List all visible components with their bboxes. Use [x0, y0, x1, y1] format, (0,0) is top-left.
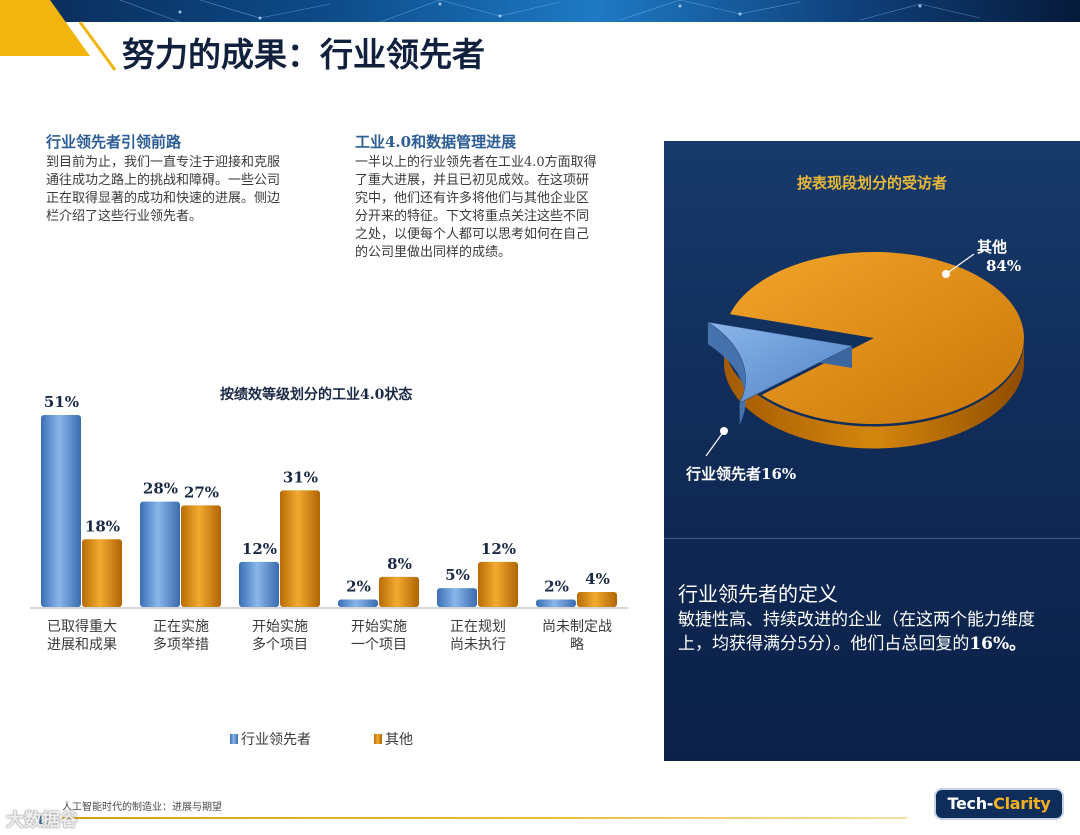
text-line: 了重大进展，并且已初见成效。在这项研	[355, 173, 590, 188]
data-label: 2%	[346, 577, 371, 595]
leader-line-other	[945, 253, 975, 275]
bar-other-1	[181, 505, 221, 607]
pie-label-other: 其他	[977, 238, 1008, 256]
category-label: 开始实施	[252, 619, 308, 635]
footer-report-title: 人工智能时代的制造业：进展与期望	[62, 802, 222, 813]
tech-clarity-logo: Tech-Clarity	[934, 788, 1064, 820]
data-label: 51%	[44, 393, 79, 411]
text-line: 一半以上的行业领先者在工业4.0方面取得	[355, 155, 597, 170]
pie-label-leaders: 行业领先者16%	[686, 465, 797, 483]
category-label: 多项举措	[153, 636, 209, 653]
bar-other-0	[82, 539, 122, 607]
watermark: 大数据谷	[6, 810, 78, 831]
section-body-leaders: 到目前为止，我们一直专注于迎接和克服 通往成功之路上的挑战和障碍。一些公司 正在…	[46, 154, 280, 226]
pie-chart-title: 按表现段划分的受访者	[797, 174, 948, 192]
definition-title: 行业领先者的定义	[678, 582, 838, 606]
leader-dot-other	[942, 270, 950, 278]
bar-leaders-0	[41, 415, 81, 607]
pie-slice-leaders	[707, 321, 853, 404]
bar-leaders-2	[239, 561, 279, 607]
definition-body: 敏捷性高、持续改进的企业（在这两个能力维度上，均获得满分5分）。他们占总回复的1…	[678, 608, 1068, 656]
page-number: 11	[36, 813, 53, 827]
pie-side-leaders	[707, 322, 746, 425]
text-line: 通往成功之路上的挑战和障碍。一些公司	[46, 173, 281, 188]
panel-divider	[664, 538, 1080, 539]
definition-text: 敏捷性高、持续改进的企业（在这两个能力维度上，均获得满分5分）。他们占总回复的	[678, 610, 1035, 654]
text-line: 之处，以便每个人都可以思考如何在自己	[355, 227, 590, 242]
text-line: 究中，他们还有许多将他们与其他企业区	[355, 191, 590, 206]
text-line: 栏介绍了这些行业领先者。	[46, 209, 203, 224]
category-label: 尚未制定战	[542, 619, 612, 635]
legend-label-0: 行业领先者	[241, 732, 311, 748]
legend-swatch-1	[374, 734, 382, 744]
data-label: 5%	[445, 566, 470, 584]
category-label: 正在规划	[450, 619, 506, 635]
text-line: 的公司里做出同样的成绩。	[355, 245, 512, 260]
category-label: 已取得重大	[47, 618, 117, 635]
pie-chart	[705, 252, 1025, 457]
data-label: 12%	[481, 540, 516, 558]
legend-swatch-0	[230, 734, 238, 744]
category-label: 开始实施	[351, 619, 407, 635]
section-heading-leaders: 行业领先者引领前路	[46, 133, 182, 151]
page-title: 努力的成果：行业领先者	[122, 35, 485, 74]
data-label: 12%	[242, 540, 277, 558]
category-label: 尚未执行	[450, 637, 506, 653]
category-label: 略	[570, 637, 584, 653]
bar-other-4	[478, 561, 518, 607]
text-line: 正在取得显著的成功和快速的进展。侧边	[46, 191, 281, 206]
data-label: 28%	[143, 480, 178, 498]
section-body-industry40: 一半以上的行业领先者在工业4.0方面取得 了重大进展，并且已初见成效。在这项研 …	[355, 154, 597, 262]
network-pattern	[119, 0, 981, 22]
bar-leaders-4	[437, 588, 477, 607]
pie-value-other: 84%	[986, 257, 1022, 275]
bar-chart-title: 按绩效等级划分的工业4.0状态	[220, 387, 413, 403]
sidebar-panel	[664, 141, 1080, 761]
footer-rule	[62, 817, 907, 819]
logo-text-right: Clarity	[993, 794, 1051, 813]
data-label: 27%	[184, 483, 219, 501]
category-label: 正在实施	[153, 619, 209, 635]
text-line: 到目前为止，我们一直专注于迎接和克服	[46, 155, 281, 170]
pie-side-other	[724, 338, 1025, 449]
bar-other-2	[280, 490, 320, 607]
bar-leaders-1	[140, 501, 180, 607]
data-label: 8%	[387, 555, 412, 573]
section-heading-industry40: 工业4.0和数据管理进展	[355, 133, 517, 151]
data-label: 31%	[283, 468, 318, 486]
category-label: 多个项目	[252, 636, 308, 653]
logo-text-left: Tech-	[947, 794, 994, 813]
bar-other-3	[379, 576, 419, 607]
text-line: 分开来的特征。下文将重点关注这些不同	[355, 209, 590, 224]
data-label: 18%	[85, 517, 120, 535]
leader-dot-leaders	[720, 427, 728, 435]
data-label: 4%	[585, 570, 610, 588]
leader-line-leaders	[705, 430, 725, 457]
corner-accent	[0, 0, 117, 71]
pie-slice-other	[729, 252, 1024, 424]
definition-pct: 16%。	[969, 634, 1027, 654]
top-banner	[0, 0, 1080, 22]
data-label: 2%	[544, 577, 569, 595]
bar-leaders-5	[536, 599, 576, 607]
legend-label-1: 其他	[385, 732, 413, 748]
category-label: 进展和成果	[47, 637, 117, 653]
category-label: 一个项目	[351, 637, 407, 653]
bar-other-5	[577, 591, 617, 607]
bar-leaders-3	[338, 599, 378, 607]
